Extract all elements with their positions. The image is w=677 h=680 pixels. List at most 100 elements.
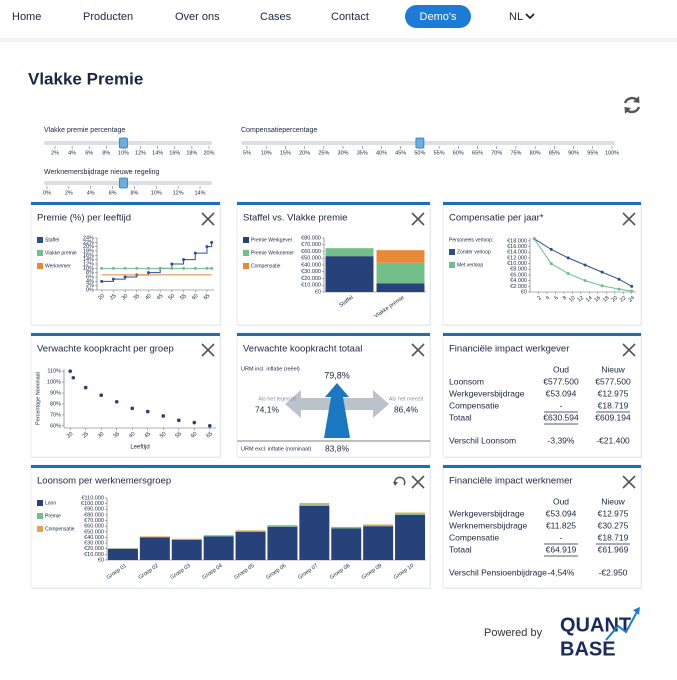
close-button[interactable] — [411, 343, 425, 357]
y-tick-label: €8.000 — [510, 267, 527, 273]
slider-label: Werknemersbijdrage nieuwe regeling — [44, 169, 160, 176]
left-value: 74,1% — [255, 404, 280, 414]
y-tick-label: 8% — [86, 270, 94, 276]
close-stroke — [622, 212, 636, 226]
slider-tick-label: 4% — [68, 150, 76, 156]
cell: €61.969 — [598, 544, 629, 554]
slider-track — [44, 141, 212, 145]
slider-handle[interactable] — [415, 137, 425, 149]
summary-cell: -3,39% — [548, 435, 575, 445]
nav-link[interactable]: Home — [12, 11, 41, 23]
column-header: Nieuw — [601, 364, 625, 374]
y-tick-label: 80% — [50, 401, 61, 407]
close-button[interactable] — [201, 212, 215, 226]
point — [146, 271, 150, 275]
bar-segment — [171, 539, 202, 540]
slider-tick-label: 4% — [87, 190, 95, 196]
cell: €12.975 — [598, 508, 629, 518]
x-tick-label: 55 — [174, 431, 183, 440]
slider-tick-label: 0% — [43, 190, 51, 196]
x-tick-label: 20 — [610, 295, 619, 304]
y-tick-label: €70.000 — [84, 518, 104, 524]
bar-segment — [299, 505, 330, 560]
cell: €18.719 — [598, 400, 629, 410]
legend-swatch — [37, 500, 43, 506]
x-tick-label: 6 — [553, 295, 559, 302]
point — [600, 270, 604, 274]
point — [170, 262, 174, 266]
cell: €609.194 — [595, 412, 631, 422]
panel — [442, 464, 642, 589]
demo-button[interactable] — [405, 5, 471, 28]
cell: €30.275 — [598, 520, 629, 530]
slider-tick-label: 40% — [376, 150, 387, 156]
x-tick-label: 60 — [190, 431, 199, 440]
x-tick-label: 14 — [585, 295, 594, 304]
close-stroke — [622, 475, 636, 489]
close-button[interactable] — [622, 212, 636, 226]
point — [630, 289, 634, 293]
nav-link[interactable]: Over ons — [175, 11, 220, 23]
legend-swatch — [449, 262, 455, 268]
slider-tick-label: 20% — [203, 150, 214, 156]
x-tick-label: 65 — [203, 293, 212, 302]
demo-button-label[interactable]: Demo's — [420, 11, 457, 23]
cell: - — [560, 400, 563, 410]
point — [630, 284, 634, 288]
y-tick-label: €0 — [521, 289, 527, 295]
point — [170, 266, 174, 270]
point — [182, 266, 186, 270]
legend-label: Compensatie — [45, 526, 75, 532]
slider-tick-label: 5% — [243, 150, 251, 156]
cell: €12.975 — [598, 388, 629, 398]
bar-segment — [376, 250, 425, 263]
refresh-button[interactable] — [393, 476, 406, 486]
cell: €577.500 — [543, 376, 579, 386]
y-tick-label: €110.000 — [81, 495, 104, 501]
close-button[interactable] — [201, 343, 215, 357]
y-tick-label: 12% — [83, 261, 94, 267]
legend-label: Compensatie — [251, 263, 281, 269]
close-button[interactable] — [622, 343, 636, 357]
refresh-icon[interactable] — [623, 96, 641, 114]
slider-track — [44, 181, 212, 185]
summary-cell: -€21.400 — [596, 435, 630, 445]
nav-link[interactable]: Contact — [331, 11, 369, 23]
cell: €577.500 — [595, 376, 631, 386]
y-tick-label: €50.000 — [301, 256, 321, 262]
legend-swatch — [243, 237, 249, 243]
bar-segment — [107, 548, 138, 560]
y-tick-label: €80.000 — [84, 512, 104, 518]
nav-link[interactable]: Producten — [83, 11, 133, 23]
close-button[interactable] — [622, 475, 636, 489]
slider-handle[interactable] — [119, 177, 128, 189]
slider-tick-label: 10% — [261, 150, 272, 156]
y-tick-label: €18.000 — [507, 238, 527, 244]
logo-accent — [605, 609, 639, 641]
panel-top-border — [237, 333, 430, 336]
language-switch[interactable]: NL — [509, 11, 523, 23]
bar-segment — [331, 527, 362, 529]
slider-tick-label: 8% — [102, 150, 110, 156]
nav-link[interactable]: Cases — [260, 11, 292, 23]
slider-handle[interactable] — [119, 137, 128, 149]
point — [158, 266, 162, 270]
y-tick-label: €70.000 — [301, 242, 321, 248]
bar-segment — [363, 526, 394, 560]
slider-tick-label: 80% — [530, 150, 541, 156]
x-tick-label: 65 — [205, 431, 214, 440]
slider-tick-label: 90% — [568, 150, 579, 156]
panel-top-border — [31, 202, 220, 205]
legend-swatch — [37, 263, 43, 269]
point — [71, 375, 76, 380]
cell: €53.094 — [546, 508, 577, 518]
y-tick-label: €40.000 — [301, 262, 321, 268]
slider-tick-label: 50% — [414, 150, 425, 156]
y-tick-label: €60.000 — [84, 524, 104, 530]
x-tick-label: 18 — [602, 295, 611, 304]
close-button[interactable] — [411, 475, 425, 489]
y-tick-label: 70% — [50, 412, 61, 418]
close-button[interactable] — [411, 212, 425, 226]
y-tick-label: €90.000 — [84, 507, 104, 513]
point — [549, 247, 553, 251]
